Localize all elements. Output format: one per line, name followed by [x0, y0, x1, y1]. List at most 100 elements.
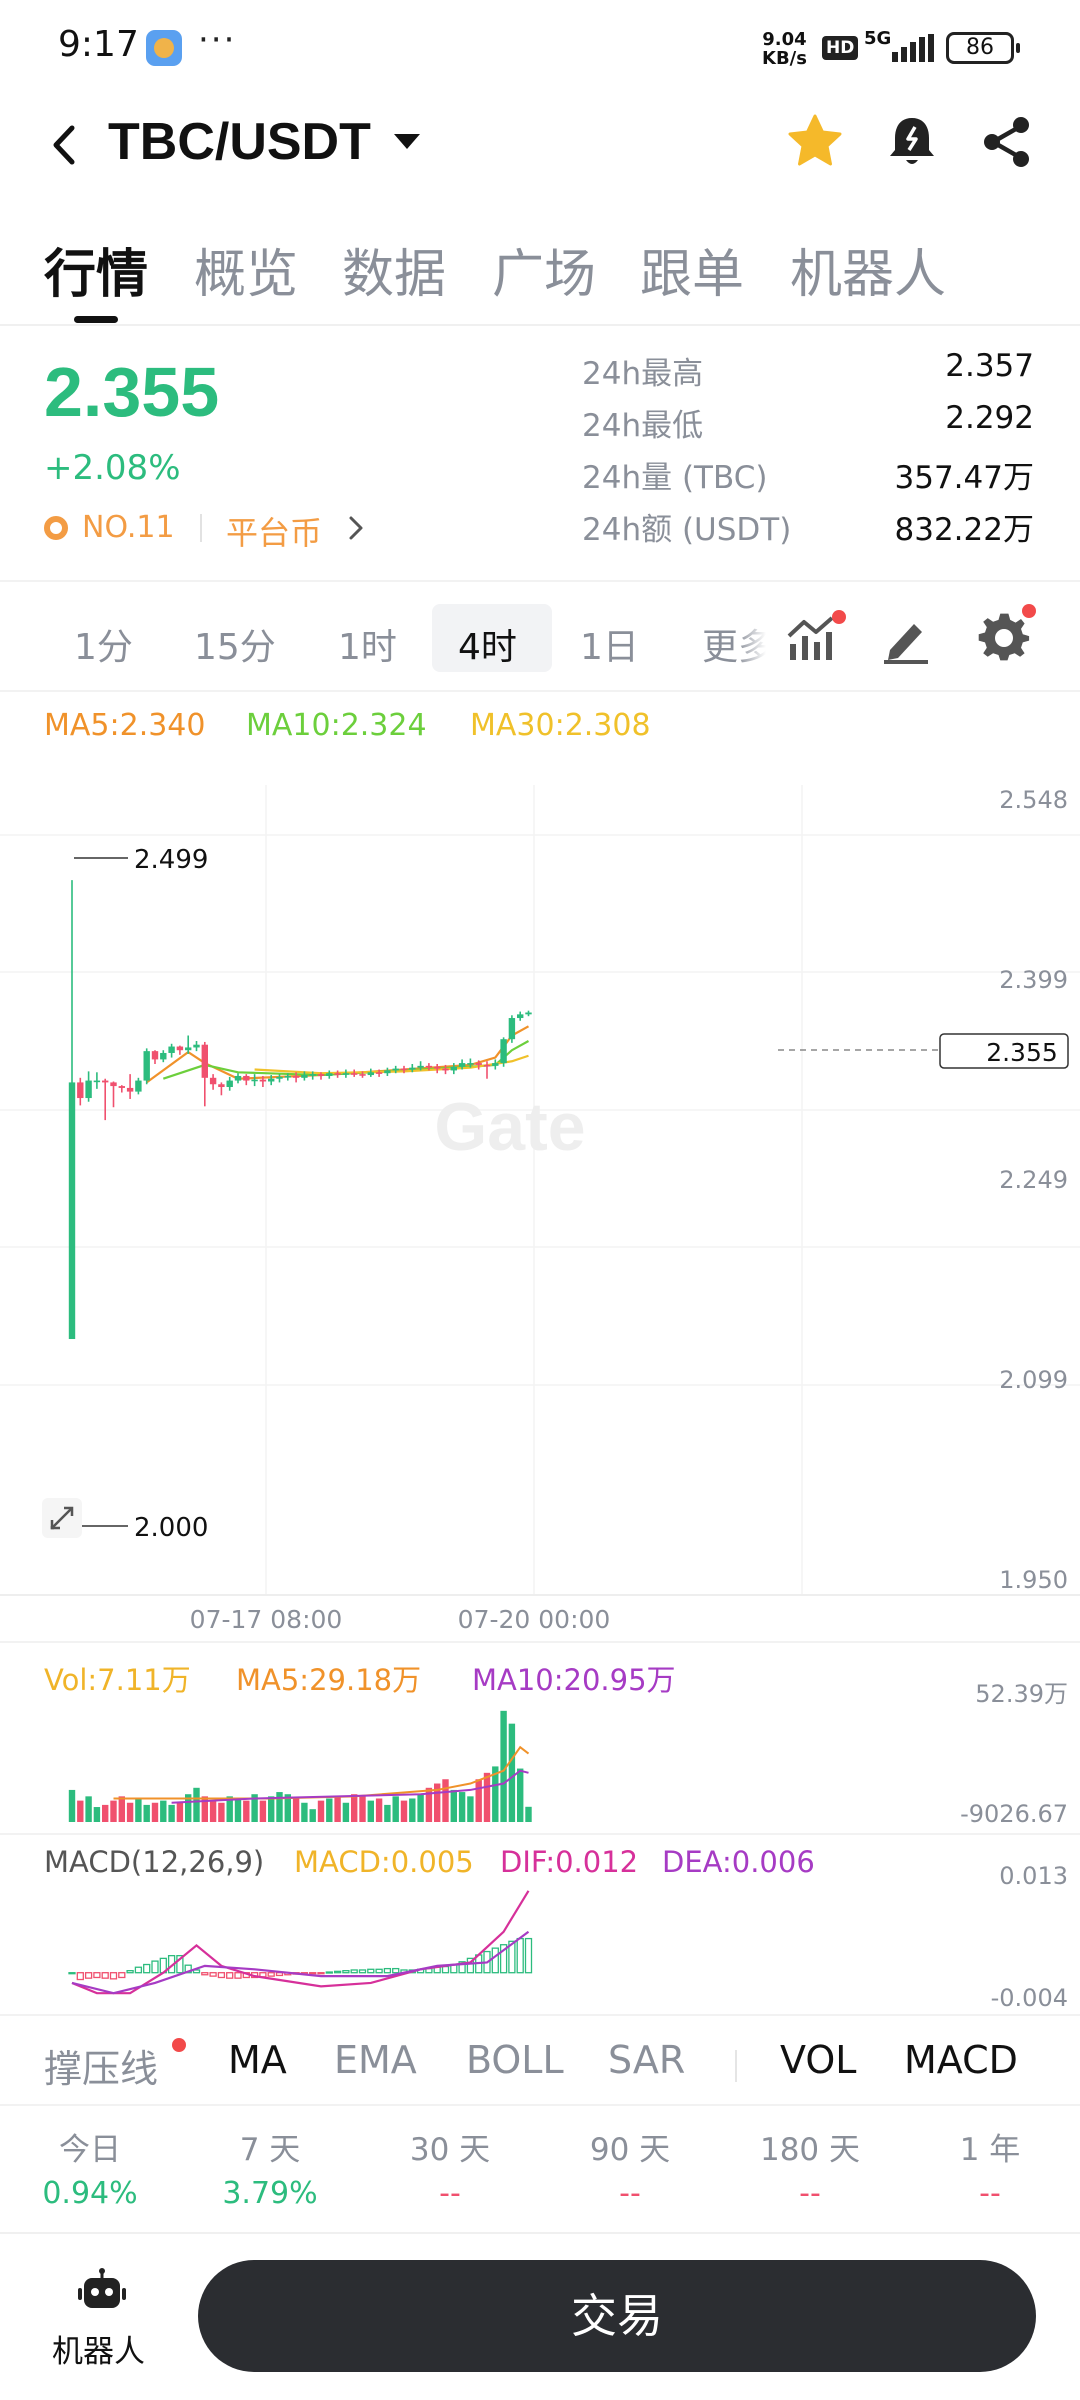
tab-square[interactable]: 广场 — [492, 245, 597, 305]
main-tabs: 行情 概览 数据 广场 跟单 机器人 — [0, 226, 1080, 326]
pair-header: TBC/USDT — [0, 100, 1080, 190]
macd-histogram-bar — [342, 1970, 350, 1974]
category-link[interactable]: 平台币 — [226, 514, 323, 552]
candle — [309, 1074, 316, 1076]
robot-label[interactable]: 机器人 — [52, 2334, 145, 2370]
macd-histogram-bar — [151, 1960, 159, 1974]
candle — [525, 1012, 532, 1015]
candle — [409, 1067, 416, 1070]
macd-legend: MACD:0.005 — [294, 1845, 474, 1879]
interval-15m[interactable]: 15分 — [194, 627, 276, 668]
candle — [93, 1080, 101, 1083]
volume-bar — [292, 1798, 300, 1822]
volume-bar — [458, 1792, 466, 1822]
candle — [417, 1065, 424, 1068]
draw-icon[interactable] — [880, 612, 932, 664]
interval-1d[interactable]: 1日 — [580, 627, 639, 668]
candlestick-chart[interactable]: Gate 2.548 2.399 2.249 2.099 1.950 2.499 2.0… — [0, 690, 1080, 1650]
interval-1h[interactable]: 1时 — [338, 627, 397, 668]
indicator-sar[interactable]: SAR — [608, 2038, 686, 2082]
network-type: 5G — [864, 28, 892, 49]
volume-bar — [102, 1804, 109, 1822]
expand-icon[interactable] — [42, 1498, 82, 1538]
candle — [492, 1063, 499, 1066]
volume-bar — [359, 1796, 366, 1822]
macd-histogram-bar — [134, 1966, 143, 1974]
candle — [367, 1072, 374, 1076]
volume-bar — [508, 1723, 516, 1822]
period-label: 7 天 — [239, 2132, 301, 2168]
y-tick-label: 2.099 — [999, 1366, 1068, 1394]
interval-more[interactable]: 更多 — [702, 627, 766, 668]
period-value: -- — [979, 2176, 1001, 2211]
share-icon[interactable] — [980, 114, 1034, 170]
volume-bar — [85, 1796, 92, 1822]
vol-y-max: 52.39万 — [975, 1680, 1068, 1708]
indicator-support-resistance[interactable]: 撑压线 — [44, 2047, 159, 2091]
stat-value-high: 2.357 — [945, 348, 1034, 384]
indicator-ema[interactable]: EMA — [334, 2038, 417, 2082]
candle — [268, 1078, 275, 1082]
volume-bar — [176, 1802, 184, 1822]
back-icon[interactable] — [44, 120, 84, 170]
candle — [118, 1086, 125, 1088]
candle — [326, 1073, 333, 1076]
candle — [218, 1084, 225, 1088]
volume-bar — [450, 1789, 457, 1822]
volume-bar — [483, 1772, 491, 1822]
candle — [450, 1066, 457, 1071]
divider — [0, 580, 1080, 582]
caret-down-icon[interactable] — [394, 134, 420, 149]
candle — [276, 1076, 283, 1079]
volume-macd-chart[interactable]: Vol:7.11万 MA5:29.18万 MA10:20.95万 52.39万 … — [0, 1640, 1080, 2020]
candle — [359, 1074, 366, 1076]
star-icon[interactable] — [786, 112, 844, 170]
volume-bar — [351, 1794, 358, 1822]
volume-bar — [284, 1794, 291, 1822]
settings-icon[interactable] — [976, 610, 1032, 666]
trade-button[interactable]: 交易 — [198, 2260, 1036, 2372]
stat-value-low: 2.292 — [945, 400, 1034, 436]
signal-icon — [892, 34, 934, 62]
tab-data[interactable]: 数据 — [342, 245, 447, 305]
macd-histogram-bar — [333, 1970, 342, 1974]
divider — [200, 514, 202, 542]
period-label: 今日 — [59, 2132, 121, 2168]
macd-histogram-bar — [109, 1972, 118, 1980]
candle — [110, 1082, 117, 1087]
stat-label-high: 24h最高 — [582, 356, 704, 392]
pair-title[interactable]: TBC/USDT — [108, 113, 371, 171]
chevron-right-icon[interactable] — [348, 514, 364, 542]
tab-market[interactable]: 行情 — [44, 245, 149, 305]
macd-histogram-bar — [508, 1940, 516, 1974]
indicator-icon[interactable] — [786, 614, 840, 664]
candle — [209, 1077, 217, 1085]
candle — [392, 1068, 399, 1071]
macd-histogram-bar — [93, 1972, 101, 1979]
indicator-vol[interactable]: VOL — [780, 2038, 857, 2082]
candle — [375, 1072, 383, 1074]
volume-bar — [77, 1800, 84, 1822]
vol-y-min: -9026.67 — [960, 1800, 1068, 1828]
period-value: -- — [619, 2176, 641, 2211]
tab-overview[interactable]: 概览 — [194, 245, 299, 305]
indicator-ma[interactable]: MA — [228, 2038, 287, 2082]
price-alert-icon[interactable] — [884, 112, 940, 170]
tab-copy-trading[interactable]: 跟单 — [640, 245, 745, 305]
volume-bar — [234, 1798, 242, 1822]
tab-bots[interactable]: 机器人 — [790, 245, 947, 305]
interval-1m[interactable]: 1分 — [74, 627, 133, 668]
indicator-boll[interactable]: BOLL — [466, 2038, 564, 2082]
vol-ma10-legend: MA10:20.95万 — [472, 1663, 676, 1697]
period-value: -- — [439, 2176, 461, 2211]
robot-icon[interactable] — [78, 2268, 126, 2312]
interval-4h[interactable]: 4时 — [458, 627, 517, 668]
macd-histogram-bar — [350, 1969, 358, 1974]
volume-bar — [168, 1804, 175, 1822]
volume-bar — [243, 1800, 250, 1822]
indicator-macd[interactable]: MACD — [904, 2038, 1018, 2082]
macd-histogram-bar — [358, 1969, 367, 1974]
macd-histogram-bar — [176, 1954, 184, 1974]
dif-line — [71, 1890, 530, 1995]
y-tick-label: 2.249 — [999, 1166, 1068, 1194]
